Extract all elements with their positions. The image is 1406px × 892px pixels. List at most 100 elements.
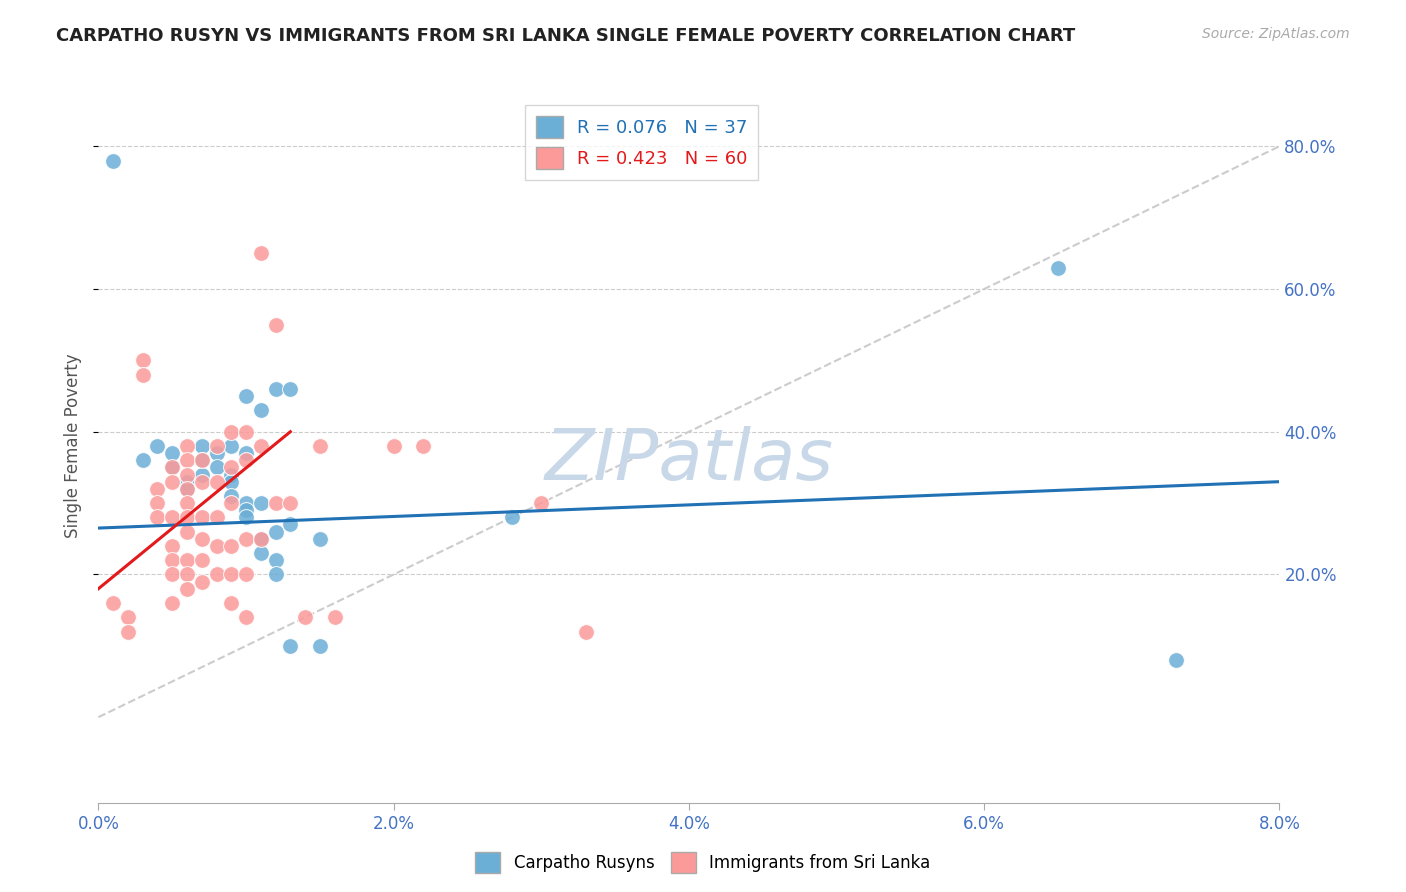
Point [176, 475, 198, 489]
Point [191, 532, 214, 546]
Point [308, 439, 332, 453]
Point [250, 439, 273, 453]
Point [146, 510, 169, 524]
Point [250, 546, 273, 560]
Point [205, 446, 228, 460]
Point [191, 574, 214, 589]
Point [308, 639, 332, 653]
Point [162, 460, 183, 475]
Point [219, 425, 242, 439]
Point [176, 467, 198, 482]
Point [382, 439, 405, 453]
Point [146, 496, 169, 510]
Point [176, 439, 198, 453]
Point [191, 453, 214, 467]
Point [235, 567, 257, 582]
Point [264, 553, 287, 567]
Point [250, 532, 273, 546]
Point [294, 610, 316, 624]
Point [191, 453, 214, 467]
Point [264, 318, 287, 332]
Point [235, 532, 257, 546]
Point [191, 553, 214, 567]
Point [205, 460, 228, 475]
Point [235, 503, 257, 517]
Point [250, 403, 273, 417]
Point [176, 553, 198, 567]
Point [219, 460, 242, 475]
Point [162, 539, 183, 553]
Point [278, 382, 302, 396]
Point [412, 439, 434, 453]
Point [162, 460, 183, 475]
Point [103, 596, 125, 610]
Legend: Carpatho Rusyns, Immigrants from Sri Lanka: Carpatho Rusyns, Immigrants from Sri Lan… [468, 846, 938, 880]
Point [205, 539, 228, 553]
Point [264, 496, 287, 510]
Point [235, 496, 257, 510]
Point [264, 567, 287, 582]
Point [205, 439, 228, 453]
Point [162, 567, 183, 582]
Point [146, 482, 169, 496]
Point [235, 510, 257, 524]
Point [278, 639, 302, 653]
Point [205, 567, 228, 582]
Point [219, 539, 242, 553]
Point [219, 475, 242, 489]
Point [1164, 653, 1187, 667]
Point [103, 153, 125, 168]
Point [162, 553, 183, 567]
Point [219, 467, 242, 482]
Point [235, 389, 257, 403]
Point [176, 567, 198, 582]
Point [176, 524, 198, 539]
Point [278, 496, 302, 510]
Point [176, 496, 198, 510]
Point [219, 489, 242, 503]
Point [219, 567, 242, 582]
Point [323, 610, 346, 624]
Point [132, 453, 155, 467]
Point [250, 532, 273, 546]
Point [219, 439, 242, 453]
Point [264, 382, 287, 396]
Point [250, 246, 273, 260]
Point [176, 510, 198, 524]
Point [117, 610, 139, 624]
Point [117, 624, 139, 639]
Point [205, 510, 228, 524]
Text: ZIPatlas: ZIPatlas [544, 425, 834, 495]
Point [530, 496, 553, 510]
Point [176, 582, 198, 596]
Legend: R = 0.076   N = 37, R = 0.423   N = 60: R = 0.076 N = 37, R = 0.423 N = 60 [524, 105, 758, 180]
Point [191, 510, 214, 524]
Text: CARPATHO RUSYN VS IMMIGRANTS FROM SRI LANKA SINGLE FEMALE POVERTY CORRELATION CH: CARPATHO RUSYN VS IMMIGRANTS FROM SRI LA… [56, 27, 1076, 45]
Point [1046, 260, 1069, 275]
Point [191, 475, 214, 489]
Point [176, 453, 198, 467]
Point [574, 624, 596, 639]
Point [162, 475, 183, 489]
Point [205, 475, 228, 489]
Point [278, 517, 302, 532]
Text: Source: ZipAtlas.com: Source: ZipAtlas.com [1202, 27, 1350, 41]
Point [132, 368, 155, 382]
Point [176, 482, 198, 496]
Point [162, 510, 183, 524]
Point [235, 453, 257, 467]
Point [176, 482, 198, 496]
Y-axis label: Single Female Poverty: Single Female Poverty [65, 354, 83, 538]
Point [191, 439, 214, 453]
Point [235, 425, 257, 439]
Point [219, 596, 242, 610]
Point [191, 467, 214, 482]
Point [162, 446, 183, 460]
Point [219, 496, 242, 510]
Point [162, 596, 183, 610]
Point [146, 439, 169, 453]
Point [132, 353, 155, 368]
Point [308, 532, 332, 546]
Point [250, 496, 273, 510]
Point [235, 446, 257, 460]
